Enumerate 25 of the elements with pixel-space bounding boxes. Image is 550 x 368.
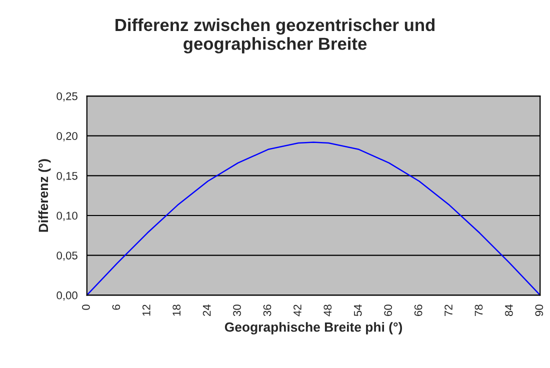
x-tick-label: 18 [172,304,181,316]
x-tick-label: 60 [384,304,392,316]
x-tick-label: 24 [202,304,211,316]
y-tick-label: 0,25 [56,92,78,102]
x-tick-label: 30 [233,304,241,316]
x-tick-label: 0 [82,304,90,310]
x-tick-label: 90 [535,304,544,316]
y-tick-label: 0,10 [56,212,78,221]
y-tick-label: 0,05 [56,252,78,261]
x-tick-label: 42 [294,304,302,316]
x-axis-title: Geographische Breite phi (°) [224,322,402,334]
x-tick-label: 66 [414,304,422,316]
chart-title: Differenz zwischen geozentrischer und geographischer Breite [116,18,434,54]
x-tick-label: 78 [474,304,483,316]
y-tick-label: 0,20 [56,132,78,142]
x-tick-label: 54 [354,304,362,316]
x-tick-label: 84 [505,304,513,316]
x-tick-label: 72 [444,304,452,316]
x-tick-label: 12 [142,304,150,316]
y-tick-label: 0,15 [56,172,78,182]
x-tick-label: 6 [112,304,120,310]
x-tick-label: 48 [324,304,332,316]
x-tick-label: 36 [263,304,272,316]
y-tick-label: 0,00 [56,291,78,301]
y-axis-title: Differenz (°) [38,159,51,232]
